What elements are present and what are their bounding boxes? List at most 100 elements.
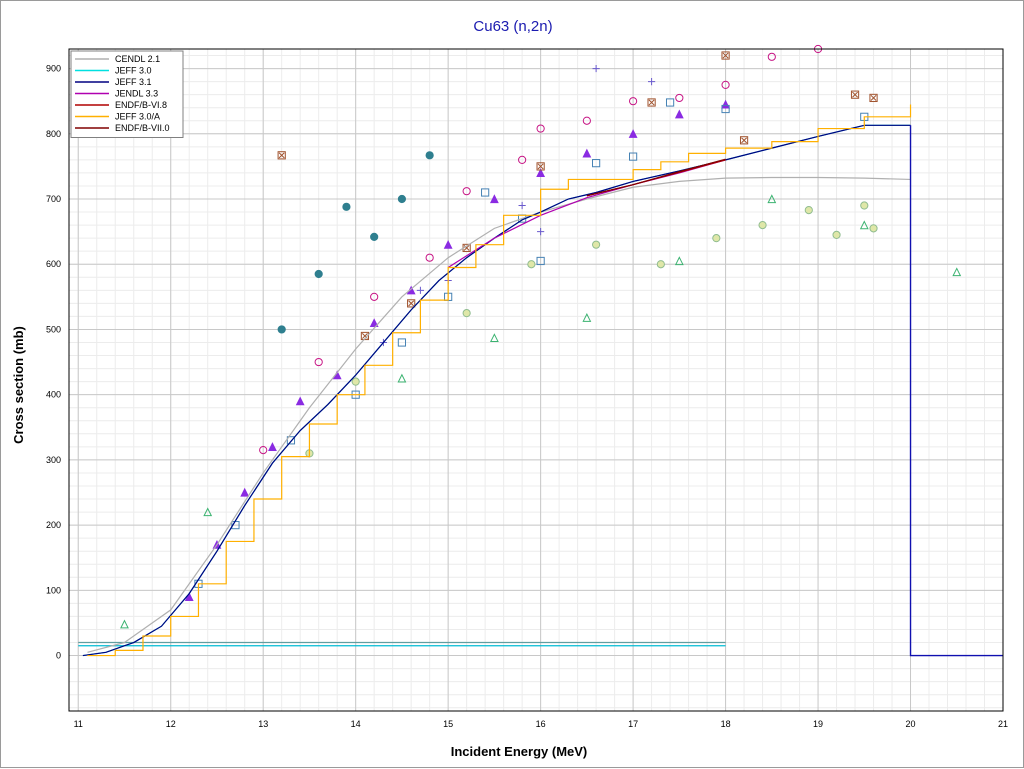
data-point-square-x [739, 136, 749, 145]
data-point-filled-circle [397, 194, 407, 204]
data-point-circle-x [527, 260, 536, 269]
plot-grid [69, 49, 1004, 711]
y-tick-label: 400 [46, 390, 61, 400]
data-point-triangle [859, 220, 869, 230]
data-point-square-x [850, 90, 860, 99]
data-point-circle-x [758, 220, 767, 230]
data-point-circle [425, 253, 434, 262]
y-tick-label: 700 [46, 194, 61, 204]
legend-entry: CENDL 2.1 [115, 54, 160, 64]
data-point-triangle [120, 619, 129, 629]
legend-entry: JEFF 3.0/A [115, 112, 160, 122]
y-tick-label: 300 [46, 455, 61, 465]
data-point-square-x [536, 162, 545, 171]
data-point-square-x-cross [648, 99, 655, 106]
data-point-circle [518, 155, 527, 164]
data-point-triangle [295, 396, 305, 406]
data-point-circle-x [712, 234, 721, 243]
data-point-circle-x [592, 240, 601, 249]
y-tick-label: 100 [46, 585, 61, 595]
y-tick-label: 800 [46, 129, 61, 139]
plot-border [68, 48, 1004, 712]
legend-box [70, 50, 184, 138]
data-point-square-x-cross [361, 333, 368, 339]
data-point-circle-x [351, 377, 360, 386]
legend-entry: JEFF 3.0 [115, 66, 152, 76]
data-point-square-x-cross [852, 91, 858, 98]
data-point-square [628, 152, 638, 161]
data-point-plus [537, 228, 545, 236]
x-tick-label: 21 [998, 719, 1008, 729]
data-point-circle [767, 52, 776, 61]
data-point-triangle [397, 373, 407, 383]
data-point-circle [536, 124, 545, 133]
data-point-square [721, 104, 730, 114]
data-point-square-x [647, 98, 656, 107]
data-point-circle [582, 116, 591, 125]
data-point-triangle [721, 99, 730, 109]
y-tick-label: 200 [46, 520, 61, 530]
data-point-square-x-cross [722, 52, 729, 59]
data-point-square-x-cross [463, 244, 470, 251]
data-point-filled-circle [314, 269, 323, 279]
x-tick-label: 13 [258, 719, 268, 729]
y-tick-label: 900 [46, 64, 61, 74]
data-point-square-x [721, 51, 730, 60]
series-line-0 [87, 176, 911, 653]
x-tick-label: 11 [74, 719, 83, 729]
data-point-square-x [277, 151, 286, 160]
data-point-square [665, 98, 675, 107]
data-point-plus [592, 64, 600, 73]
data-point-square-x [869, 93, 878, 103]
data-point-circle [314, 357, 323, 367]
data-point-circle-x [462, 309, 471, 318]
data-point-filled-circle [277, 325, 286, 334]
legend-entry: JEFF 3.1 [115, 77, 152, 87]
data-point-square [481, 188, 490, 197]
data-point-triangle [628, 129, 638, 138]
x-axis-label: Incident Energy (MeV) [451, 744, 588, 759]
series-line-3 [447, 159, 726, 268]
data-point-square [592, 159, 601, 168]
data-point-triangle [674, 109, 684, 119]
y-tick-label: 600 [46, 259, 61, 269]
data-point-triangle [767, 194, 777, 204]
data-point-circle [675, 93, 684, 103]
data-point-circle-x [804, 205, 813, 215]
data-point-square [397, 338, 407, 347]
data-point-triangle [184, 592, 194, 601]
plot-area [78, 44, 1003, 657]
plot-background [69, 49, 1003, 711]
data-point-triangle [268, 442, 277, 451]
data-point-circle [259, 446, 268, 455]
x-tick-label: 18 [721, 719, 731, 729]
data-point-triangle [203, 507, 213, 517]
x-tick-label: 12 [166, 719, 176, 729]
y-tick-label: 0 [56, 651, 61, 661]
data-point-triangle [582, 312, 592, 322]
data-point-circle-x [869, 224, 878, 233]
x-tick-label: 15 [443, 719, 453, 729]
data-point-circle [721, 80, 730, 89]
data-point-triangle [952, 267, 962, 277]
data-point-plus [518, 201, 526, 210]
data-point-circle [628, 97, 638, 106]
data-point-triangle [582, 148, 592, 158]
x-tick-label: 14 [351, 719, 361, 729]
data-point-triangle [489, 194, 499, 204]
data-point-plus [647, 78, 656, 86]
data-point-filled-circle [425, 151, 434, 160]
step-edge-line [909, 125, 1003, 657]
x-tick-label: 17 [628, 719, 638, 729]
y-tick-label: 500 [46, 324, 61, 334]
x-tick-label: 19 [813, 719, 823, 729]
data-point-triangle [369, 318, 379, 328]
data-point-filled-circle [342, 202, 351, 211]
series-line-5 [87, 104, 912, 657]
data-point-square [286, 436, 296, 445]
data-point-circle [370, 292, 379, 301]
x-tick-label: 16 [536, 719, 546, 729]
y-axis-label: Cross section (mb) [11, 326, 26, 444]
data-point-triangle [536, 168, 546, 178]
